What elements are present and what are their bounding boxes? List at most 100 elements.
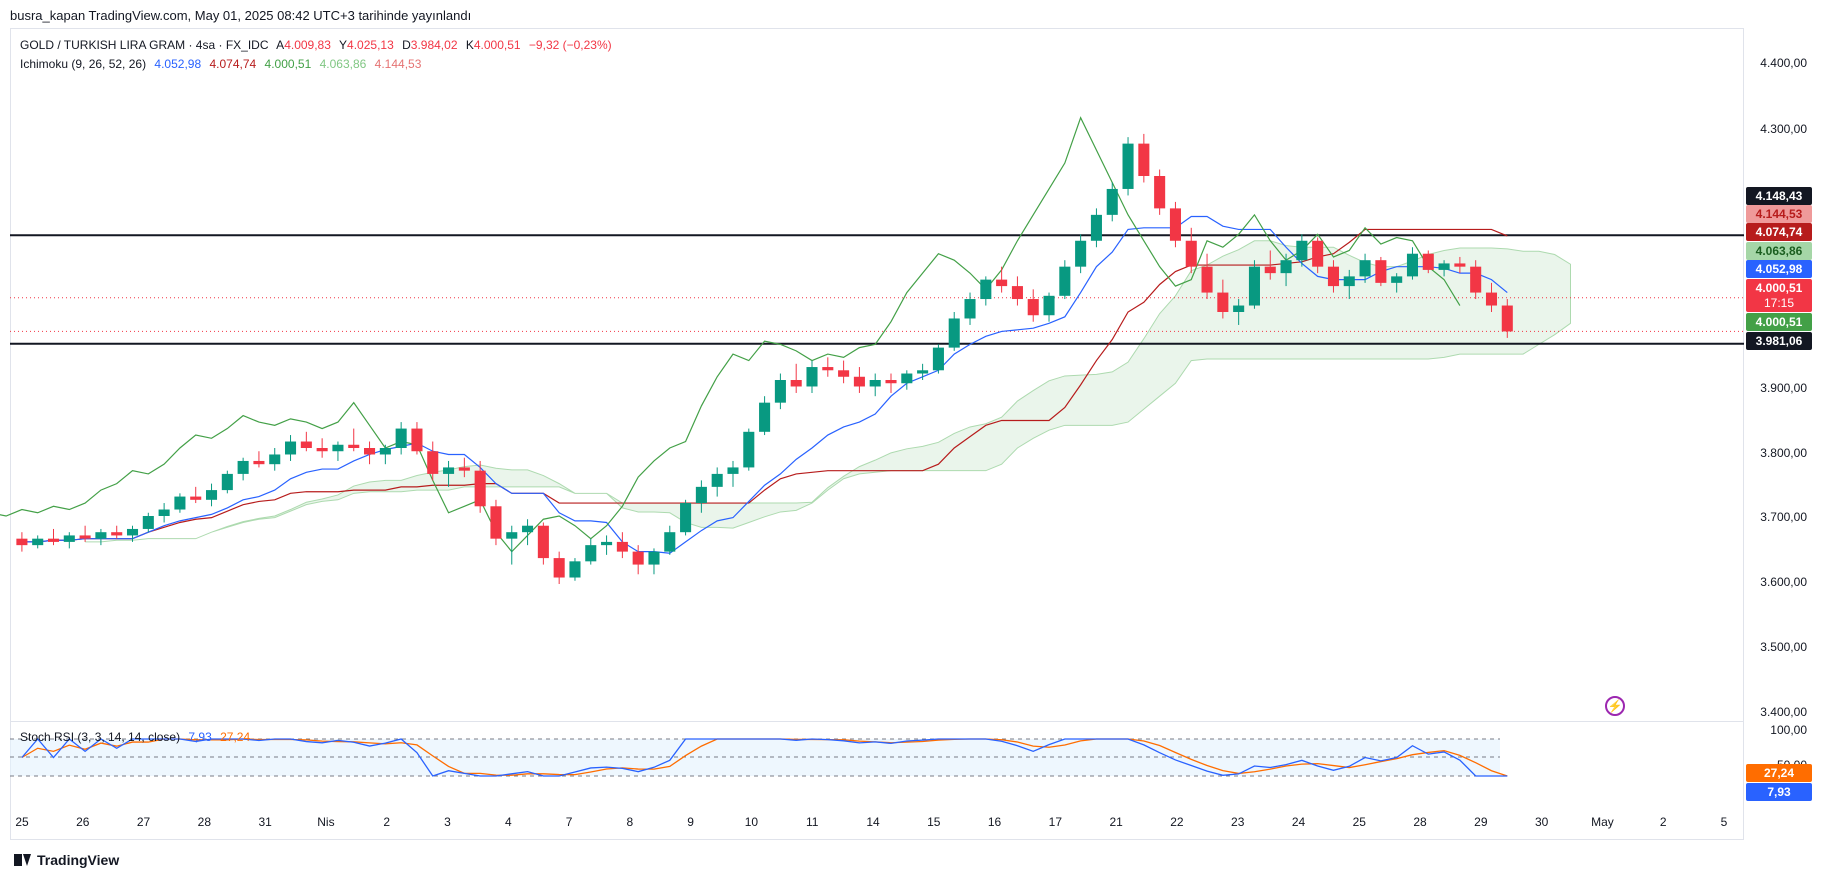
price-tick: 3.500,00: [1760, 640, 1807, 654]
ichimoku-title[interactable]: Ichimoku (9, 26, 52, 26): [20, 57, 147, 71]
time-label: 23: [1231, 815, 1245, 829]
candle-body: [458, 467, 470, 471]
time-label: 28: [197, 815, 212, 829]
time-label: 27: [136, 815, 151, 829]
candle-body: [427, 451, 439, 474]
candle-body: [1027, 299, 1039, 316]
candle-body: [1090, 214, 1102, 241]
candle-body: [316, 448, 328, 452]
ichimoku-base-line: [21, 228, 1508, 543]
time-label: 4: [504, 815, 512, 829]
countdown-badge: 17:15: [1746, 294, 1812, 312]
candle-body: [743, 431, 755, 468]
candle-body: [869, 380, 881, 387]
pane-divider[interactable]: [10, 721, 1744, 722]
candle-body: [1501, 305, 1513, 332]
time-label: 30: [1534, 815, 1549, 829]
price-tick: 3.800,00: [1760, 446, 1807, 460]
time-label: 8: [626, 815, 634, 829]
price-tick: 3.400,00: [1760, 705, 1807, 719]
candle-body: [1296, 240, 1308, 261]
candle-body: [759, 402, 771, 432]
price-tick: 3.900,00: [1760, 381, 1807, 395]
candle-body: [601, 541, 613, 546]
symbol-name[interactable]: GOLD / TURKISH LIRA GRAM · 4sa · FX_IDC: [20, 38, 269, 52]
time-label: 2: [1659, 815, 1667, 829]
candle-body: [506, 532, 518, 539]
stoch-rsi-title[interactable]: Stoch RSI (3, 3, 14, 14, close): [20, 730, 181, 744]
candle-body: [111, 532, 123, 536]
candle-body: [474, 470, 486, 507]
open-label: A: [276, 38, 285, 52]
time-label: 28: [1413, 815, 1427, 829]
candle-body: [411, 428, 423, 452]
symbol-legend: GOLD / TURKISH LIRA GRAM · 4sa · FX_IDC …: [20, 38, 617, 52]
time-label: 11: [805, 815, 819, 829]
candle-body: [569, 561, 581, 578]
candle-body: [1248, 266, 1260, 306]
candle-body: [1169, 208, 1181, 241]
lead-b-badge: 4.144,53: [1746, 205, 1812, 223]
candle-body: [774, 380, 786, 403]
time-axis-divider: [10, 839, 1744, 840]
candle-body: [553, 558, 565, 578]
candle-body: [664, 532, 676, 552]
time-label: 9: [687, 815, 694, 829]
candle-body: [95, 532, 107, 539]
candle-body: [1233, 305, 1245, 312]
candle-body: [522, 525, 534, 533]
ichimoku-legend: Ichimoku (9, 26, 52, 26) 4.052,98 4.074,…: [20, 57, 426, 71]
ichimoku-base: 4.074,74: [209, 57, 257, 71]
close-label: K: [465, 38, 474, 52]
candle-body: [1470, 266, 1482, 293]
candle-body: [237, 460, 249, 474]
candle-body: [1406, 253, 1419, 277]
lightning-icon[interactable]: ⚡: [1605, 696, 1625, 716]
candle-body: [1327, 266, 1339, 287]
time-label: 3: [444, 815, 451, 829]
candle-body: [616, 541, 628, 552]
candle-body: [1138, 143, 1150, 176]
resistance-badge: 4.148,43: [1746, 187, 1812, 205]
candle-body: [348, 444, 360, 448]
time-label: 17: [1048, 815, 1063, 829]
candle-body: [1264, 266, 1276, 274]
candle-body: [490, 506, 502, 539]
candle-body: [1280, 260, 1292, 274]
candle-body: [822, 367, 834, 371]
candle-body: [379, 448, 391, 455]
low-value: 3.984,02: [410, 38, 458, 52]
tradingview-logo[interactable]: TradingView: [14, 852, 119, 868]
candle-body: [1391, 276, 1403, 283]
stoch-k-badge: 7,93: [1746, 783, 1812, 801]
candle-body: [47, 538, 60, 542]
time-label: 29: [1474, 815, 1488, 829]
candle-body: [1375, 260, 1387, 283]
ichimoku-lead-a: 4.063,86: [319, 57, 367, 71]
time-label: 5: [1720, 815, 1728, 829]
candle-body: [1122, 143, 1134, 189]
candle-body: [300, 441, 312, 448]
candle-body: [221, 473, 233, 491]
tradingview-logo-icon: [14, 854, 32, 866]
candle-body: [790, 380, 802, 387]
stoch-rsi-legend: Stoch RSI (3, 3, 14, 14, close) 7,93 27,…: [20, 730, 255, 744]
candle-body: [364, 448, 376, 455]
candle-body: [964, 299, 976, 319]
stoch-tick: 100,00: [1770, 723, 1807, 737]
candle-body: [838, 370, 850, 377]
lagging-badge: 4.000,51: [1746, 313, 1812, 331]
candle-body: [948, 318, 960, 348]
conversion-badge: 4.052,98: [1746, 260, 1812, 278]
candle-body: [253, 460, 265, 465]
price-tick: 3.600,00: [1760, 575, 1807, 589]
time-label: May: [1591, 815, 1614, 829]
ichimoku-lagging: 4.000,51: [264, 57, 312, 71]
candle-body: [126, 528, 139, 536]
candle-body: [1011, 286, 1023, 300]
candle-body: [63, 535, 75, 542]
last-price-badge: 4.000,51: [1746, 279, 1812, 297]
stoch-d-value: 27,24: [220, 730, 251, 744]
candle-body: [885, 380, 897, 384]
